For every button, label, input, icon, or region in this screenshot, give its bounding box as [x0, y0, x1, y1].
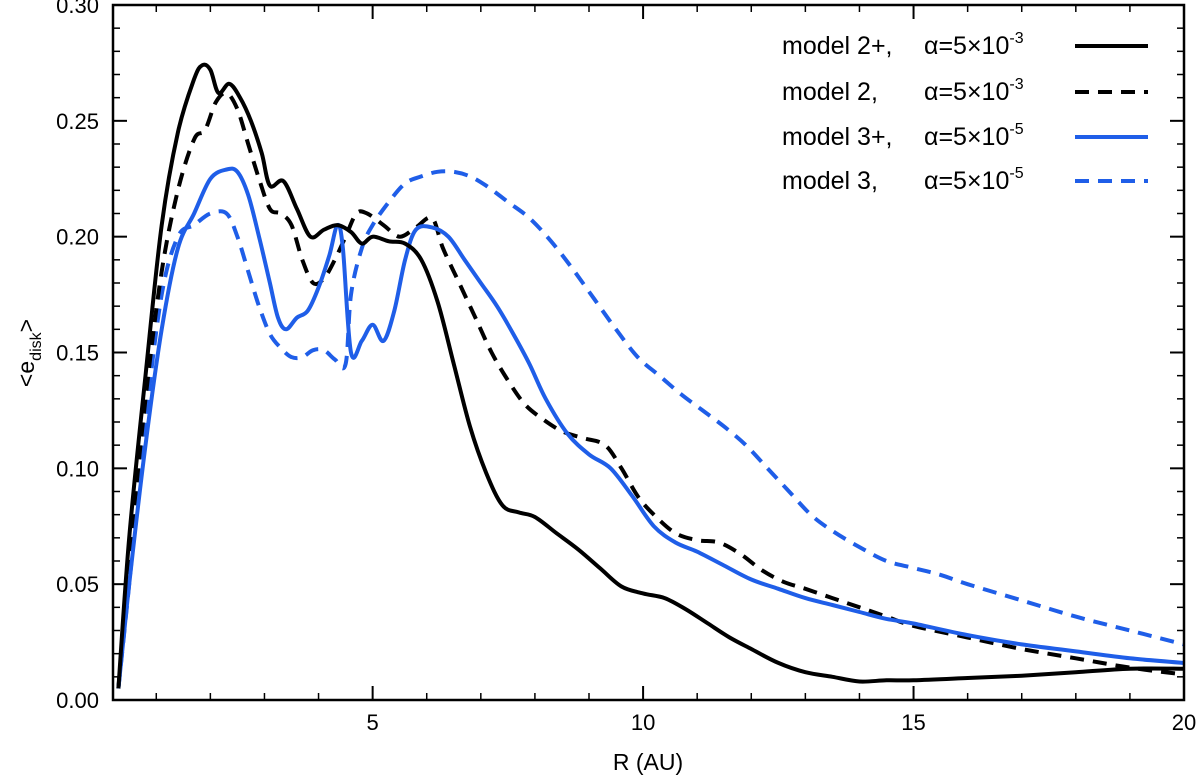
- legend-label-model-2: model 2,: [782, 78, 878, 106]
- plot-frame: [111, 3, 1186, 702]
- x-tick-label: 15: [901, 710, 925, 735]
- series-line-model-2: [116, 90, 1185, 689]
- y-tick-label: 0.30: [56, 0, 99, 18]
- legend-alpha-model-2-plus: α=5×10-3: [924, 30, 1024, 60]
- series-line-model-3-plus: [116, 166, 1185, 689]
- legend-alpha-exponent: -5: [1009, 165, 1023, 182]
- y-tick-label: 0.00: [56, 688, 99, 713]
- x-tick-label: 20: [1172, 710, 1196, 735]
- legend-alpha-exponent: -3: [1009, 76, 1023, 93]
- series-line-model-3: [116, 169, 1185, 689]
- svg-text:<edisk>: <edisk>: [13, 319, 45, 387]
- legend: model 2+, α=5×10-3 model 2, α=5×10-3 model 3…: [782, 30, 1148, 195]
- y-axis-title-open: <e: [13, 361, 39, 387]
- x-tick-label: 10: [631, 710, 655, 735]
- x-axis-title: R (AU): [613, 749, 683, 775]
- y-tick-label: 0.05: [56, 572, 99, 597]
- legend-alpha-exponent: -3: [1009, 30, 1023, 47]
- series-line-model-2-plus: [116, 62, 1185, 689]
- y-axis-title-sub: disk: [28, 331, 45, 360]
- y-tick-label: 0.10: [56, 456, 99, 481]
- legend-label-model-3: model 3,: [782, 167, 878, 195]
- ticks-layer: 5 10 15 20 0.00 0.05 0.10 0.15 0.20 0.25 0.30: [56, 0, 1196, 735]
- x-tick-label: 5: [367, 710, 379, 735]
- y-axis-title: <edisk>: [13, 319, 45, 387]
- legend-alpha-model-3-plus: α=5×10-5: [924, 121, 1024, 151]
- legend-label-model-3-plus: model 3+,: [782, 123, 893, 151]
- legend-alpha-model-3: α=5×10-5: [924, 165, 1024, 195]
- y-tick-label: 0.15: [56, 341, 99, 366]
- y-tick-label: 0.25: [56, 109, 99, 134]
- legend-alpha-model-2: α=5×10-3: [924, 76, 1024, 106]
- y-tick-label: 0.20: [56, 225, 99, 250]
- y-axis-title-close: >: [13, 319, 39, 332]
- legend-label-model-2-plus: model 2+,: [782, 32, 893, 60]
- legend-alpha-exponent: -5: [1009, 121, 1023, 138]
- series-layer: [116, 62, 1185, 689]
